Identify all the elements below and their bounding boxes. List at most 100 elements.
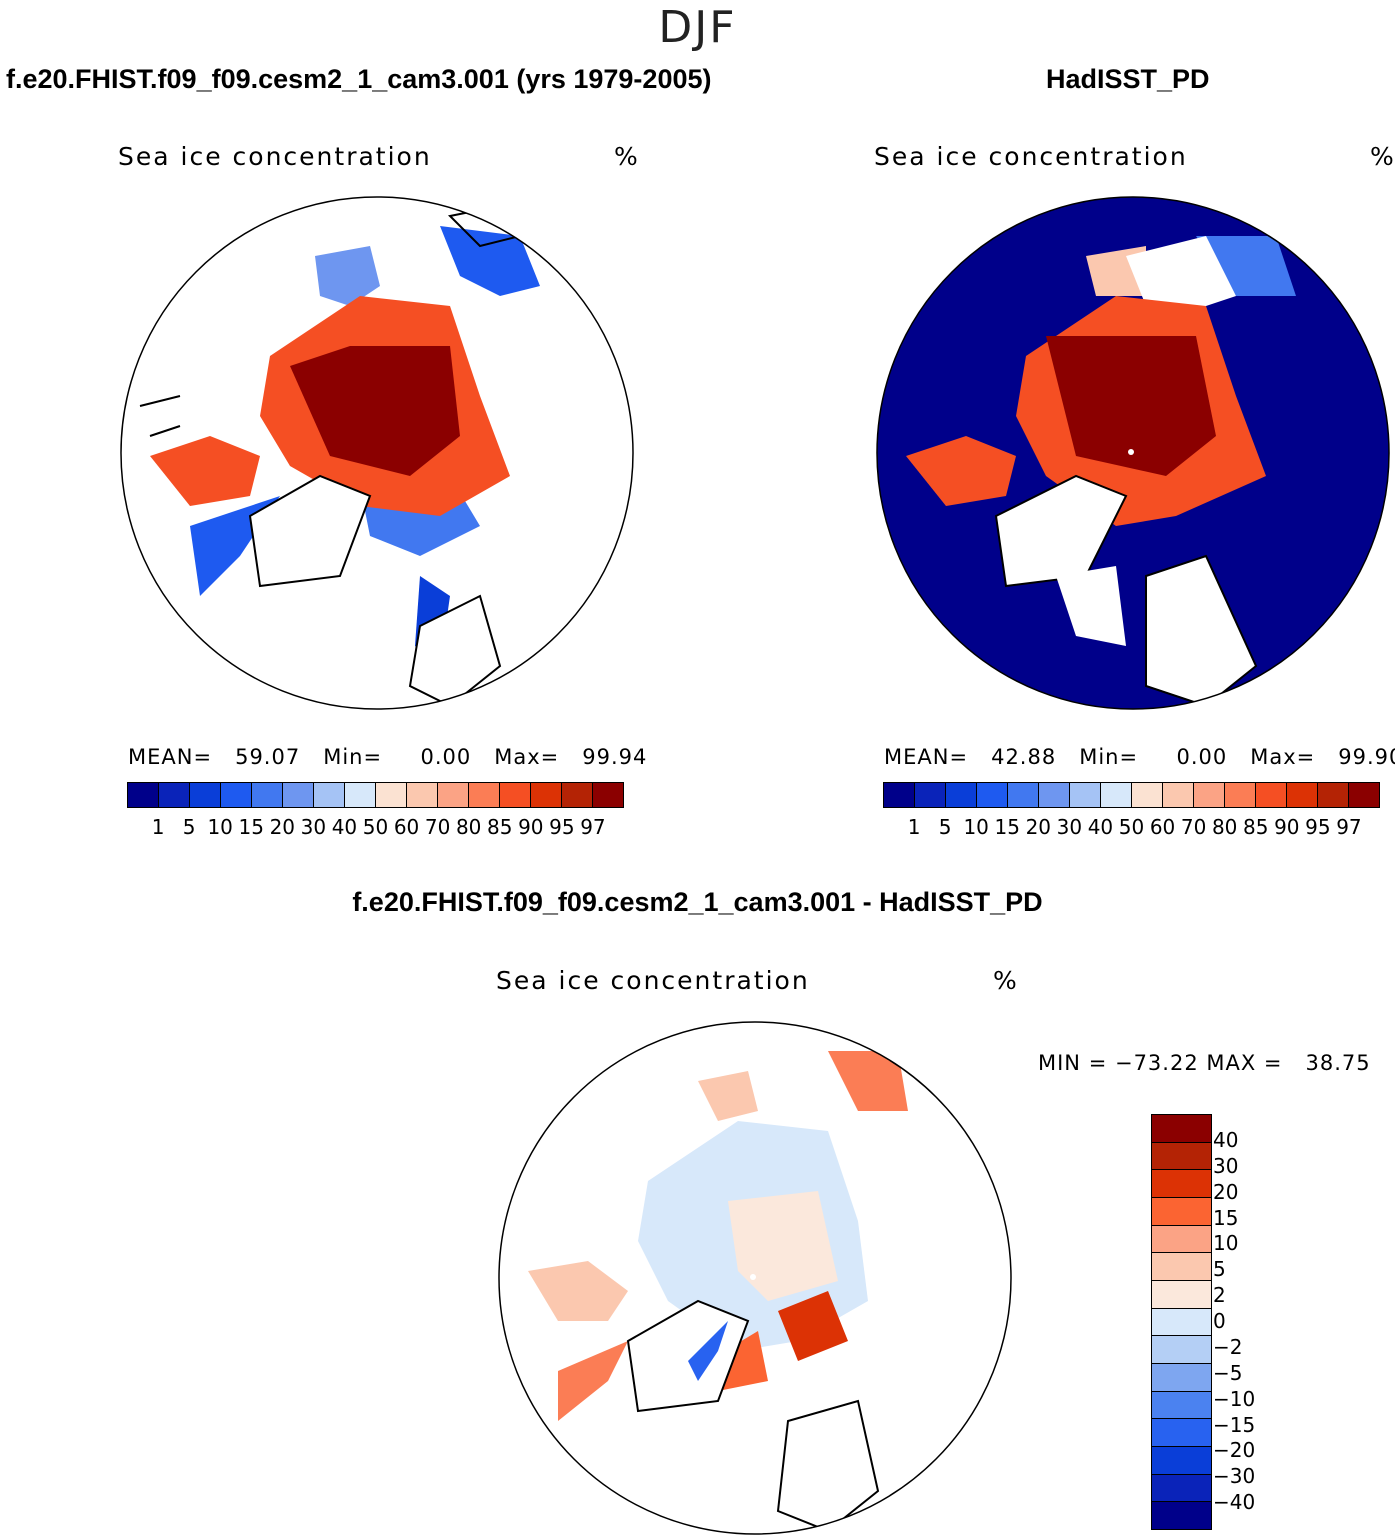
colorbar-swatch <box>252 783 283 807</box>
panel2-variable: Sea ice concentration <box>874 142 1188 171</box>
panel2-map <box>876 196 1390 710</box>
panel2-stats: MEAN= 42.88 Min= 0.00 Max= 99.90 <box>884 745 1395 769</box>
colorbar-swatch <box>314 783 345 807</box>
colorbar-swatch <box>1152 1308 1211 1337</box>
colorbar-swatch <box>1132 783 1163 807</box>
colorbar-swatch <box>345 783 376 807</box>
colorbar-swatch <box>1152 1474 1211 1503</box>
diff-map <box>498 1021 1012 1535</box>
diff-colorbar-ticks: 40 30 20 15 10 5 2 0 −2 −5 −10 −15 −20 −30 −40 <box>1213 1114 1283 1528</box>
colorbar-tick-label: 40 <box>331 815 358 839</box>
colorbar-tick-label: 80 <box>455 815 482 839</box>
colorbar-tick-label: 50 <box>1118 815 1145 839</box>
diff-units: % <box>993 966 1017 995</box>
colorbar-tick-label: −10 <box>1213 1386 1256 1411</box>
colorbar-swatch <box>438 783 469 807</box>
colorbar-tick-label: −20 <box>1213 1438 1256 1463</box>
colorbar-tick-label: 90 <box>1274 815 1300 839</box>
colorbar-swatch <box>1008 783 1039 807</box>
colorbar-swatch <box>1152 1225 1211 1254</box>
colorbar-swatch <box>1349 783 1379 807</box>
colorbar-swatch <box>593 783 623 807</box>
colorbar-tick-label: 15 <box>994 815 1020 839</box>
colorbar-swatch <box>946 783 977 807</box>
colorbar-tick-label: 40 <box>1213 1127 1239 1152</box>
colorbar-swatch <box>562 783 593 807</box>
colorbar-swatch <box>469 783 500 807</box>
colorbar-swatch <box>1152 1115 1211 1143</box>
colorbar-swatch <box>221 783 252 807</box>
colorbar-tick-label: 20 <box>1025 815 1052 839</box>
colorbar-swatch <box>1152 1364 1211 1392</box>
colorbar-tick-label: 0 <box>1213 1309 1226 1333</box>
colorbar-swatch <box>283 783 314 807</box>
panel1-colorbar <box>127 782 624 808</box>
colorbar-swatch <box>407 783 438 807</box>
colorbar-tick-label: 15 <box>238 815 264 839</box>
colorbar-tick-label: 5 <box>1213 1257 1226 1282</box>
diff-variable: Sea ice concentration <box>496 966 810 995</box>
panel1-title: f.e20.FHIST.f09_f09.cesm2_1_cam3.001 (yr… <box>6 64 712 94</box>
panel2-colorbar <box>883 782 1380 808</box>
colorbar-swatch <box>1256 783 1287 807</box>
colorbar-swatch <box>884 783 915 807</box>
colorbar-swatch <box>1070 783 1101 807</box>
colorbar-swatch <box>1318 783 1349 807</box>
panel2-colorbar-ticks: 1 5 10 15 20 30 40 50 60 70 80 85 90 95 97 <box>883 815 1380 841</box>
colorbar-tick-label: 30 <box>1213 1153 1239 1178</box>
diff-colorbar <box>1151 1114 1212 1530</box>
colorbar-tick-label: −2 <box>1213 1334 1243 1359</box>
colorbar-tick-label: −5 <box>1213 1360 1243 1385</box>
colorbar-tick-label: 90 <box>518 815 544 839</box>
colorbar-tick-label: 80 <box>1211 815 1238 839</box>
colorbar-tick-label: −40 <box>1213 1490 1256 1515</box>
colorbar-tick-label: 30 <box>1056 815 1083 839</box>
colorbar-swatch <box>1152 1391 1211 1420</box>
colorbar-swatch <box>1152 1253 1211 1282</box>
colorbar-swatch <box>531 783 562 807</box>
colorbar-swatch <box>1101 783 1132 807</box>
colorbar-tick-label: 70 <box>1180 815 1207 839</box>
colorbar-swatch <box>1152 1142 1211 1171</box>
colorbar-swatch <box>159 783 190 807</box>
colorbar-tick-label: 85 <box>1243 815 1269 839</box>
colorbar-tick-label: 2 <box>1213 1283 1226 1308</box>
colorbar-swatch <box>1152 1419 1211 1448</box>
panel1-colorbar-ticks: 1 5 10 15 20 30 40 50 60 70 80 85 90 95 97 <box>127 815 624 841</box>
colorbar-tick-label: 15 <box>1213 1205 1239 1230</box>
colorbar-swatch <box>1152 1336 1211 1365</box>
colorbar-swatch <box>977 783 1008 807</box>
panel1-variable: Sea ice concentration <box>118 142 432 171</box>
colorbar-tick-label: −15 <box>1213 1412 1256 1437</box>
colorbar-tick-label: 10 <box>963 815 989 839</box>
colorbar-tick-label: 50 <box>362 815 389 839</box>
panel1-units: % <box>614 142 638 171</box>
colorbar-swatch <box>1163 783 1194 807</box>
colorbar-tick-label: 97 <box>580 815 606 839</box>
colorbar-swatch <box>376 783 407 807</box>
colorbar-swatch <box>915 783 946 807</box>
colorbar-swatch <box>128 783 159 807</box>
colorbar-swatch <box>1152 1447 1211 1475</box>
colorbar-tick-label: 40 <box>1087 815 1114 839</box>
colorbar-tick-label: 20 <box>269 815 296 839</box>
colorbar-swatch <box>190 783 221 807</box>
colorbar-tick-label: 85 <box>487 815 513 839</box>
panel1-stats: MEAN= 59.07 Min= 0.00 Max= 99.94 <box>128 745 648 769</box>
diff-title: f.e20.FHIST.f09_f09.cesm2_1_cam3.001 - H… <box>352 887 1043 917</box>
colorbar-swatch <box>1039 783 1070 807</box>
colorbar-swatch <box>1194 783 1225 807</box>
colorbar-tick-label: 10 <box>1213 1231 1239 1256</box>
colorbar-tick-label: 1 <box>151 815 165 839</box>
season-title: DJF <box>658 2 737 53</box>
colorbar-tick-label: 70 <box>424 815 451 839</box>
panel2-title: HadISST_PD <box>1046 64 1210 94</box>
colorbar-tick-label: 60 <box>393 815 420 839</box>
panel2-units: % <box>1370 142 1394 171</box>
colorbar-swatch <box>1225 783 1256 807</box>
panel1-map <box>120 196 634 710</box>
colorbar-tick-label: 5 <box>938 815 952 839</box>
colorbar-swatch <box>500 783 531 807</box>
colorbar-tick-label: −30 <box>1213 1464 1256 1489</box>
colorbar-swatch <box>1287 783 1318 807</box>
